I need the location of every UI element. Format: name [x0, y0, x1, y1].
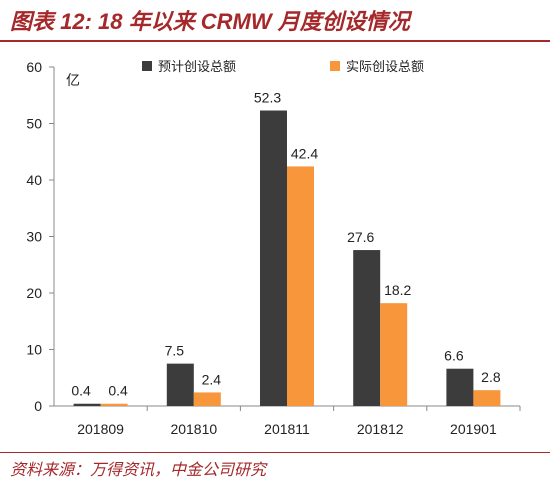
y-axis-unit: 亿	[66, 72, 80, 88]
x-tick-label: 201812	[357, 421, 404, 437]
y-tick-label: 10	[26, 342, 42, 358]
bar-expected	[166, 363, 194, 406]
data-label: 0.4	[71, 383, 91, 399]
bar-actual	[473, 390, 501, 406]
bar-actual	[380, 303, 408, 406]
chart-axes: 0 10 20 30 40 50 60 亿 201809 201810 201811 201812 20…	[26, 59, 521, 437]
y-tick-label: 20	[26, 285, 42, 301]
data-label: 6.6	[444, 348, 464, 364]
bar-expected	[446, 368, 474, 406]
x-tick-label: 201811	[264, 421, 310, 437]
bar-expected	[353, 250, 381, 406]
bar-chart: 0 10 20 30 40 50 60 亿 201809 201810 201811 201812 20…	[26, 59, 521, 437]
bar-expected	[260, 110, 287, 406]
legend-label: 预计创设总额	[158, 60, 236, 75]
y-tick-label: 50	[26, 116, 42, 132]
data-label: 7.5	[165, 343, 185, 359]
bar-actual	[287, 166, 314, 406]
bar-expected	[73, 403, 101, 406]
bar-actual	[100, 403, 128, 406]
y-tick-label: 60	[26, 59, 42, 75]
chart-title: 图表 12: 18 年以来 CRMW 月度创设情况	[10, 9, 410, 34]
source-note: 资料来源：万得资讯，中金公司研究	[10, 462, 267, 479]
data-label: 2.4	[202, 371, 222, 387]
data-label: 18.2	[384, 282, 411, 298]
data-label: 42.4	[291, 145, 318, 161]
x-tick-label: 201809	[77, 421, 124, 437]
title-divider	[0, 40, 550, 42]
data-label: 0.4	[108, 383, 128, 399]
legend-label: 实际创设总额	[346, 60, 424, 75]
y-tick-label: 30	[26, 229, 42, 245]
x-tick-label: 201901	[450, 421, 497, 437]
y-tick-label: 40	[26, 172, 42, 188]
source-divider	[0, 452, 550, 453]
chart-legend: 预计创设总额 实际创设总额	[142, 60, 424, 75]
bar-actual	[193, 392, 221, 406]
data-label: 52.3	[254, 90, 281, 106]
data-label: 2.8	[481, 369, 501, 385]
chart-bars: 0.4 0.4 7.5 2.4 52.3 42.4 27.6 18.2 6.6 2.8	[71, 90, 501, 406]
data-label: 27.6	[347, 229, 374, 245]
legend-swatch	[330, 61, 340, 71]
legend-swatch	[142, 61, 152, 71]
x-tick-label: 201810	[170, 421, 217, 437]
y-tick-label: 0	[34, 398, 42, 414]
